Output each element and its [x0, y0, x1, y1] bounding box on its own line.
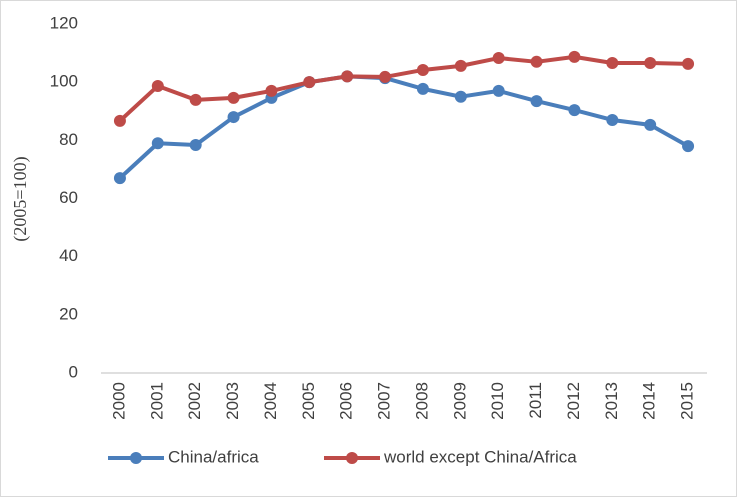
y-tick-label: 120 [50, 13, 78, 32]
x-tick-label: 2011 [526, 382, 545, 419]
point [492, 52, 505, 65]
y-tick-label: 80 [59, 130, 78, 149]
x-tick-label: 2005 [299, 382, 318, 420]
x-tick-label: 2012 [564, 382, 583, 420]
point [682, 57, 695, 70]
point [416, 82, 429, 95]
x-tick-label: 2002 [185, 382, 204, 420]
point [341, 70, 354, 83]
point [568, 104, 581, 117]
x-tick-label: 2014 [640, 382, 659, 420]
point [530, 95, 543, 108]
point [113, 114, 126, 127]
legend-marker [130, 452, 142, 464]
point [530, 55, 543, 68]
legend-marker [346, 452, 358, 464]
point [492, 84, 505, 97]
legend-label: China/africa [168, 447, 259, 466]
x-tick-label: 2013 [602, 382, 621, 420]
y-axis-label: (2005=100) [10, 156, 31, 241]
y-tick-label: 60 [59, 188, 78, 207]
point [379, 70, 392, 83]
x-tick-label: 2004 [261, 382, 280, 420]
x-tick-label: 2008 [412, 382, 431, 420]
point [189, 138, 202, 151]
point [113, 172, 126, 185]
series-line [118, 74, 690, 180]
legend-label: world except China/Africa [383, 447, 577, 466]
x-tick-label: 2007 [375, 382, 394, 420]
series-line [118, 54, 689, 123]
x-tick-label: 2001 [147, 382, 166, 420]
point [189, 93, 202, 106]
x-tick-label: 2000 [109, 382, 128, 420]
x-tick-label: 2006 [337, 382, 356, 420]
point [682, 140, 695, 153]
point [416, 63, 429, 76]
x-tick-label: 2009 [450, 382, 469, 420]
point [644, 118, 657, 131]
point [454, 90, 467, 103]
point [606, 113, 619, 126]
x-tick-label: 2003 [223, 382, 242, 420]
y-tick-label: 20 [59, 304, 78, 323]
point [265, 84, 278, 97]
x-tick-label: 2010 [488, 382, 507, 420]
point [644, 56, 657, 69]
point [227, 111, 240, 124]
y-tick-label: 0 [69, 362, 78, 381]
x-tick-label: 2015 [678, 382, 697, 420]
point [151, 137, 164, 150]
y-tick-label: 40 [59, 246, 78, 265]
point [151, 79, 164, 92]
point [227, 91, 240, 104]
point [303, 76, 316, 89]
y-tick-label: 100 [50, 72, 78, 91]
point [454, 59, 467, 72]
point [568, 50, 581, 63]
point [606, 56, 619, 69]
